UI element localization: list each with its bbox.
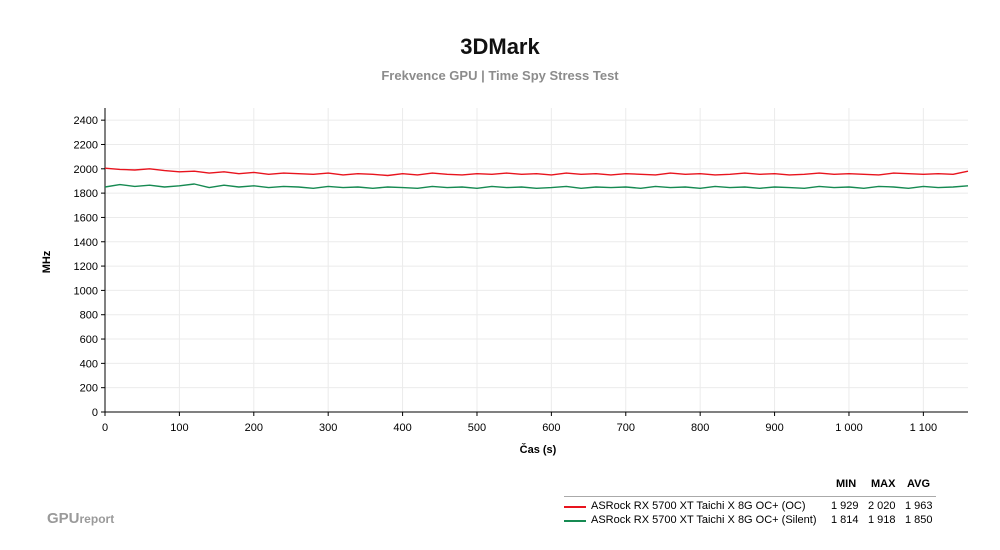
x-tick-label: 1 000: [835, 422, 863, 434]
y-axis-title: MHz: [41, 250, 53, 274]
logo-part-gpu: GPU: [47, 510, 80, 527]
x-tick-label: 300: [319, 422, 337, 434]
y-tick-label: 1000: [74, 285, 98, 297]
y-tick-label: 1400: [74, 237, 98, 249]
y-tick-label: 0: [92, 407, 98, 419]
legend-avg-oc: 1 963: [905, 500, 933, 512]
x-tick-label: 1 100: [910, 422, 938, 434]
legend-divider: [564, 496, 936, 497]
x-tick-label: 200: [245, 422, 263, 434]
series-line-oc: [104, 167, 969, 177]
x-tick-label: 900: [765, 422, 783, 434]
series-line-silent: [104, 183, 969, 190]
x-tick-label: 100: [170, 422, 188, 434]
tick-labels: 0200400600800100012001400160018002000220…: [74, 115, 938, 434]
y-tick-label: 1800: [74, 188, 98, 200]
legend-avg-silent: 1 850: [905, 514, 933, 526]
gpureport-logo: GPUreport: [47, 510, 114, 528]
legend-item-silent: ASRock RX 5700 XT Taichi X 8G OC+ (Silen…: [560, 514, 940, 528]
legend-item-oc: ASRock RX 5700 XT Taichi X 8G OC+ (OC) 1…: [560, 500, 940, 514]
legend-max-silent: 1 918: [868, 514, 896, 526]
axes: [101, 108, 968, 416]
x-tick-label: 600: [542, 422, 560, 434]
y-tick-label: 2200: [74, 139, 98, 151]
chart-title: 3DMark: [460, 34, 540, 59]
legend-header-max: MAX: [871, 478, 896, 490]
y-tick-label: 400: [80, 358, 98, 370]
legend-max-oc: 2 020: [868, 500, 896, 512]
chart-subtitle: Frekvence GPU | Time Spy Stress Test: [381, 68, 619, 83]
legend-header-avg: AVG: [907, 478, 931, 490]
x-tick-label: 400: [393, 422, 411, 434]
legend-label-silent: ASRock RX 5700 XT Taichi X 8G OC+ (Silen…: [591, 514, 817, 526]
y-tick-label: 800: [80, 310, 98, 322]
legend-swatch-oc: [564, 506, 586, 508]
legend-label-oc: ASRock RX 5700 XT Taichi X 8G OC+ (OC): [591, 500, 806, 512]
x-tick-label: 500: [468, 422, 486, 434]
legend-min-silent: 1 814: [831, 514, 859, 526]
y-tick-label: 2400: [74, 115, 98, 127]
series-lines: [104, 167, 969, 190]
legend-header-min: MIN: [836, 478, 857, 490]
grid-lines: [105, 108, 968, 412]
x-tick-label: 700: [617, 422, 635, 434]
y-tick-label: 2000: [74, 164, 98, 176]
y-tick-label: 600: [80, 334, 98, 346]
x-tick-label: 0: [102, 422, 108, 434]
x-axis-title: Čas (s): [519, 444, 557, 456]
y-tick-label: 1600: [74, 212, 98, 224]
x-tick-label: 800: [691, 422, 709, 434]
y-tick-label: 200: [80, 383, 98, 395]
logo-part-report: report: [79, 512, 115, 526]
legend-min-oc: 1 929: [831, 500, 859, 512]
legend-swatch-silent: [564, 520, 586, 522]
y-tick-label: 1200: [74, 261, 98, 273]
